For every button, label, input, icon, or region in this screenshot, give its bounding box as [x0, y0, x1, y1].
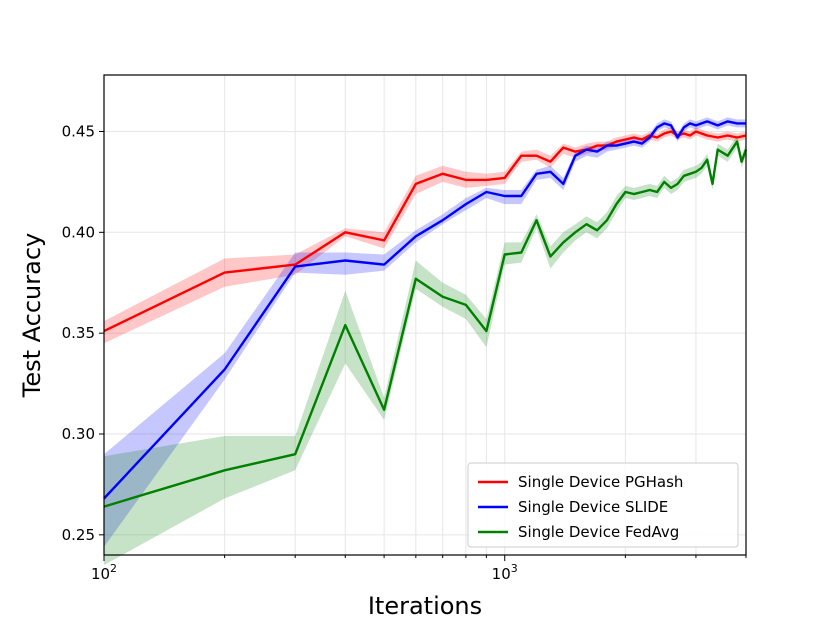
series-band-3: [104, 135, 746, 566]
legend-label-3: Single Device FedAvg: [518, 523, 679, 541]
series-line-3: [103, 140, 748, 508]
y-axis-title: Test Accuracy: [18, 233, 46, 398]
y-tick-label: 0.30: [62, 425, 95, 443]
y-tick-label: 0.35: [62, 324, 95, 342]
series-line-2: [103, 120, 746, 500]
legend-label-1: Single Device PGHash: [518, 473, 683, 491]
y-tick-label: 0.45: [62, 122, 95, 140]
y-tick-label: 0.25: [62, 526, 95, 544]
x-axis-title: Iterations: [368, 592, 482, 620]
legend-box: [467, 462, 739, 548]
plot-area: [103, 117, 748, 566]
y-tick-label: 0.40: [62, 223, 95, 241]
legend-label-2: Single Device SLIDE: [518, 498, 668, 516]
legend: Single Device PGHash Single Device SLIDE S…: [467, 462, 739, 548]
axes-frame: [103, 74, 747, 556]
